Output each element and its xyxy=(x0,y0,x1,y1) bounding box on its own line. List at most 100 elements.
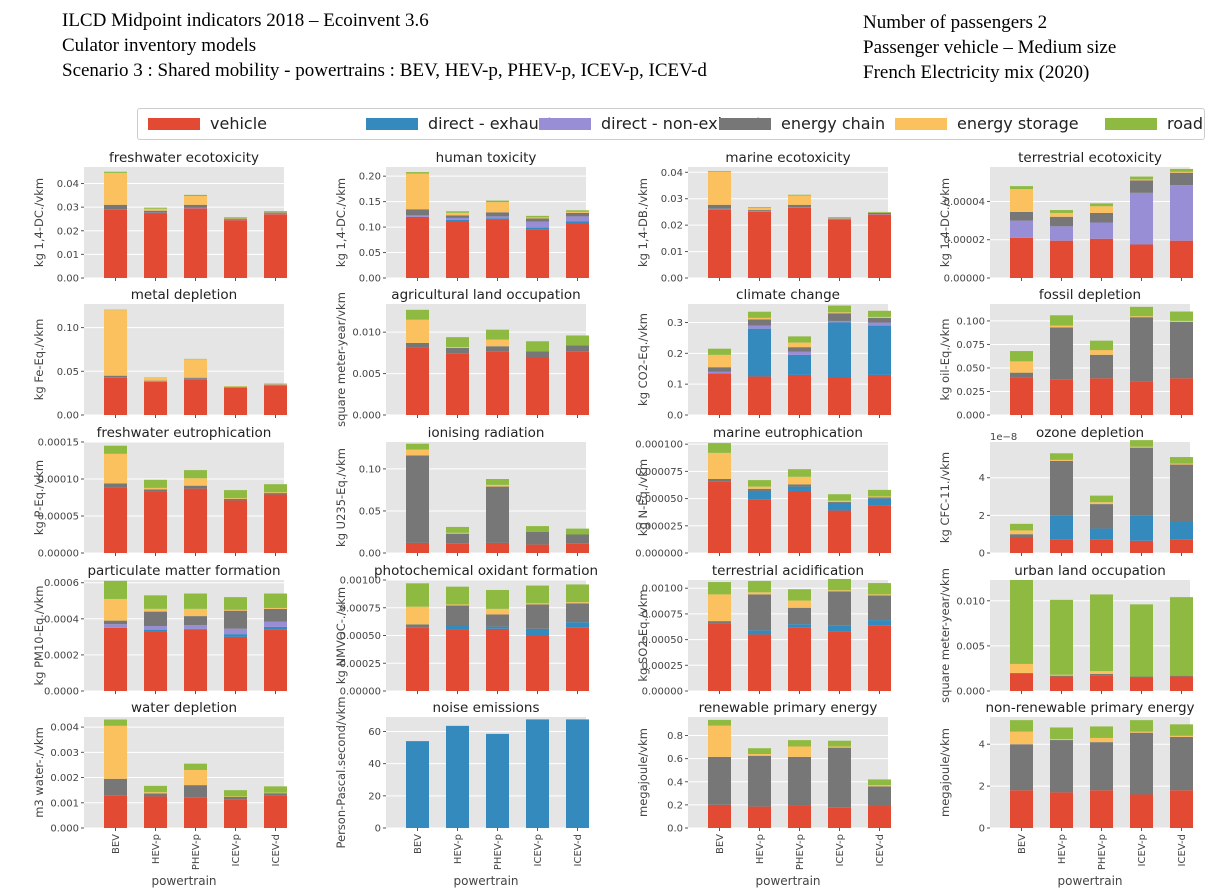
bar-segment xyxy=(224,387,247,415)
bar-segment xyxy=(224,220,247,278)
y-tick-label: 0.02 xyxy=(661,221,683,232)
bar-segment xyxy=(526,628,549,636)
bar-segment xyxy=(224,628,247,635)
bar-segment xyxy=(868,325,891,375)
bar-segment xyxy=(264,385,287,415)
bar-segment xyxy=(104,453,127,484)
y-axis-label: kg NMVOC-./vkm xyxy=(334,587,348,684)
bar-segment xyxy=(566,223,589,278)
bar-segment xyxy=(486,218,509,220)
bar-segment xyxy=(828,590,851,592)
bar-segment xyxy=(748,319,771,326)
x-tick-label: BEV xyxy=(111,834,122,854)
bar-segment xyxy=(788,476,811,485)
chart-panel: 0.00 0.05 0.10 0.15 0.20 human toxicity kg 1,4… xyxy=(334,150,589,285)
bar-segment xyxy=(526,635,549,691)
bar-segment xyxy=(1090,790,1113,828)
y-tick-label: 0.03 xyxy=(661,194,683,205)
bar-segment xyxy=(406,741,429,828)
bar-segment xyxy=(446,353,469,415)
bar-segment xyxy=(788,342,811,348)
y-tick-label: 0.04 xyxy=(57,179,79,190)
bar-segment xyxy=(868,214,891,215)
bar-segment xyxy=(224,490,247,499)
y-tick-label: 0.000 xyxy=(352,411,381,422)
bar-segment xyxy=(526,544,549,553)
chart-panel: 0.0 0.2 0.4 0.6 0.8 BEV HEV-p PHEV-p ICEV-p ICEV-… xyxy=(636,700,891,888)
bar-segment xyxy=(1170,463,1193,465)
bar-segment xyxy=(748,594,771,631)
x-tick-label: ICEV-d xyxy=(1177,834,1188,866)
chart-title: metal depletion xyxy=(131,287,237,303)
bar-segment xyxy=(144,491,167,553)
bar-segment xyxy=(566,528,589,535)
bar-segment xyxy=(1050,675,1073,677)
bar-segment xyxy=(708,621,731,624)
bar-segment xyxy=(406,172,429,174)
legend-swatch xyxy=(719,118,771,130)
bar-segment xyxy=(1130,192,1153,245)
y-tick-label: 0.0 xyxy=(667,411,683,422)
bar-segment xyxy=(526,227,549,230)
chart-panel: 0 2 4 ozone depletion kg CFC-11./vkm 1e−8 xyxy=(938,425,1193,560)
bar-segment xyxy=(526,341,549,352)
x-tick-label: HEV-p xyxy=(1057,834,1068,864)
bar-segment xyxy=(748,325,771,329)
bar-segment xyxy=(1130,676,1153,678)
bar-segment xyxy=(1130,731,1153,733)
y-tick-label: 0.00000 xyxy=(944,274,985,285)
bar-segment xyxy=(224,790,247,797)
bar-segment xyxy=(788,351,811,355)
chart-panel: 0.000 0.025 0.050 0.075 0.100 fossil depletio… xyxy=(938,287,1193,422)
bar-segment xyxy=(104,620,127,625)
bar-segment xyxy=(708,756,731,805)
y-tick-label: 0.00004 xyxy=(944,197,985,208)
chart-panel: 0.000 0.005 0.010 agricultural land occupat… xyxy=(334,287,589,427)
bar-segment xyxy=(1050,453,1073,460)
bar-segment xyxy=(748,592,771,595)
bar-segment xyxy=(1090,528,1113,540)
bar-segment xyxy=(868,211,891,213)
bar-segment xyxy=(104,445,127,454)
bar-segment xyxy=(1050,460,1073,516)
bar-segment xyxy=(406,215,429,217)
bar-segment xyxy=(748,211,771,278)
y-axis-label: kg CO2-Eq./vkm xyxy=(636,313,650,406)
bar-segment xyxy=(1090,495,1113,503)
bar-segment xyxy=(748,488,771,491)
bar-segment xyxy=(828,510,851,553)
bar-segment xyxy=(1170,736,1193,791)
bar-segment xyxy=(104,580,127,599)
bar-segment xyxy=(828,494,851,501)
y-tick-label: 0.2 xyxy=(667,349,683,360)
bar-segment xyxy=(788,589,811,601)
bar-segment xyxy=(104,719,127,726)
bar-segment xyxy=(708,170,731,172)
y-axis-label: kg 1,4-DB./vkm xyxy=(636,178,650,267)
x-tick-label: ICEV-p xyxy=(835,834,846,866)
bar-segment xyxy=(1130,720,1153,732)
legend-label: road xyxy=(1167,114,1203,133)
bar-segment xyxy=(828,378,851,415)
bar-segment xyxy=(788,607,811,625)
y-tick-label: 0.0006 xyxy=(44,578,79,589)
y-tick-label: 0.00100 xyxy=(642,584,683,595)
bar-segment xyxy=(224,500,247,553)
y-tick-label: 0.000 xyxy=(956,687,985,698)
y-tick-label: 60 xyxy=(368,727,381,738)
bar-segment xyxy=(708,594,731,622)
bar-segment xyxy=(748,211,771,212)
bar-segment xyxy=(144,207,167,209)
legend-swatch xyxy=(148,118,200,130)
bar-segment xyxy=(526,351,549,358)
bar-segment xyxy=(868,497,891,499)
chart-title: human toxicity xyxy=(436,150,537,166)
bar-segment xyxy=(1090,212,1113,223)
bar-segment xyxy=(748,499,771,553)
bar-segment xyxy=(184,593,207,609)
y-tick-label: 0.002 xyxy=(50,773,79,784)
y-tick-label: 0.025 xyxy=(956,387,985,398)
bar-segment xyxy=(708,373,731,415)
bar-segment xyxy=(104,172,127,205)
